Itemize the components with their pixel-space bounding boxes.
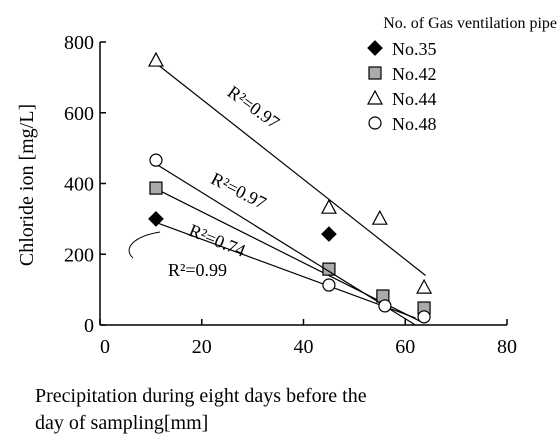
- point: [371, 209, 388, 225]
- r2-annotation: R²=0.99: [168, 260, 227, 280]
- legend-label: No.48: [392, 114, 437, 134]
- x-axis-label: day of sampling[mm]: [35, 412, 208, 434]
- trend-line: [155, 62, 426, 276]
- point: [149, 181, 163, 195]
- legend-label: No.35: [392, 39, 437, 59]
- y-tick-label: 600: [64, 103, 94, 125]
- legend-marker: [368, 116, 382, 130]
- x-tick-label: 80: [497, 336, 517, 358]
- legend-title: No. of Gas ventilation pipe: [383, 15, 557, 32]
- legend-marker: [367, 40, 383, 56]
- y-tick-label: 200: [64, 244, 94, 266]
- trend-line: [155, 221, 416, 319]
- point: [148, 211, 164, 227]
- trend-line: [155, 163, 416, 326]
- point: [147, 51, 164, 67]
- x-axis-label: Precipitation during eight days before t…: [35, 385, 367, 407]
- x-tick-label: 0: [100, 336, 110, 358]
- point: [149, 153, 163, 167]
- y-tick-label: 400: [64, 174, 94, 196]
- point: [320, 198, 337, 214]
- point: [378, 299, 392, 313]
- point: [416, 278, 433, 294]
- legend-marker: [366, 89, 384, 105]
- x-tick-label: 20: [192, 336, 212, 358]
- legend-label: No.42: [392, 64, 437, 84]
- y-tick-label: 0: [84, 315, 94, 337]
- r2-annotation: R²=0.97: [224, 82, 284, 133]
- point: [417, 310, 431, 324]
- legend-label: No.44: [392, 89, 437, 109]
- x-tick-label: 40: [294, 336, 314, 358]
- y-tick-label: 800: [64, 32, 94, 54]
- point: [322, 262, 336, 276]
- y-axis-label: Chloride ion [mg/L]: [16, 104, 38, 266]
- point: [322, 278, 336, 292]
- point: [321, 226, 337, 242]
- r2-annotation: R²=0.97: [208, 168, 270, 213]
- legend-marker: [368, 66, 382, 80]
- leader-line: [128, 231, 161, 259]
- x-tick-label: 60: [395, 336, 415, 358]
- r2-annotation: R²=0.74: [186, 220, 248, 261]
